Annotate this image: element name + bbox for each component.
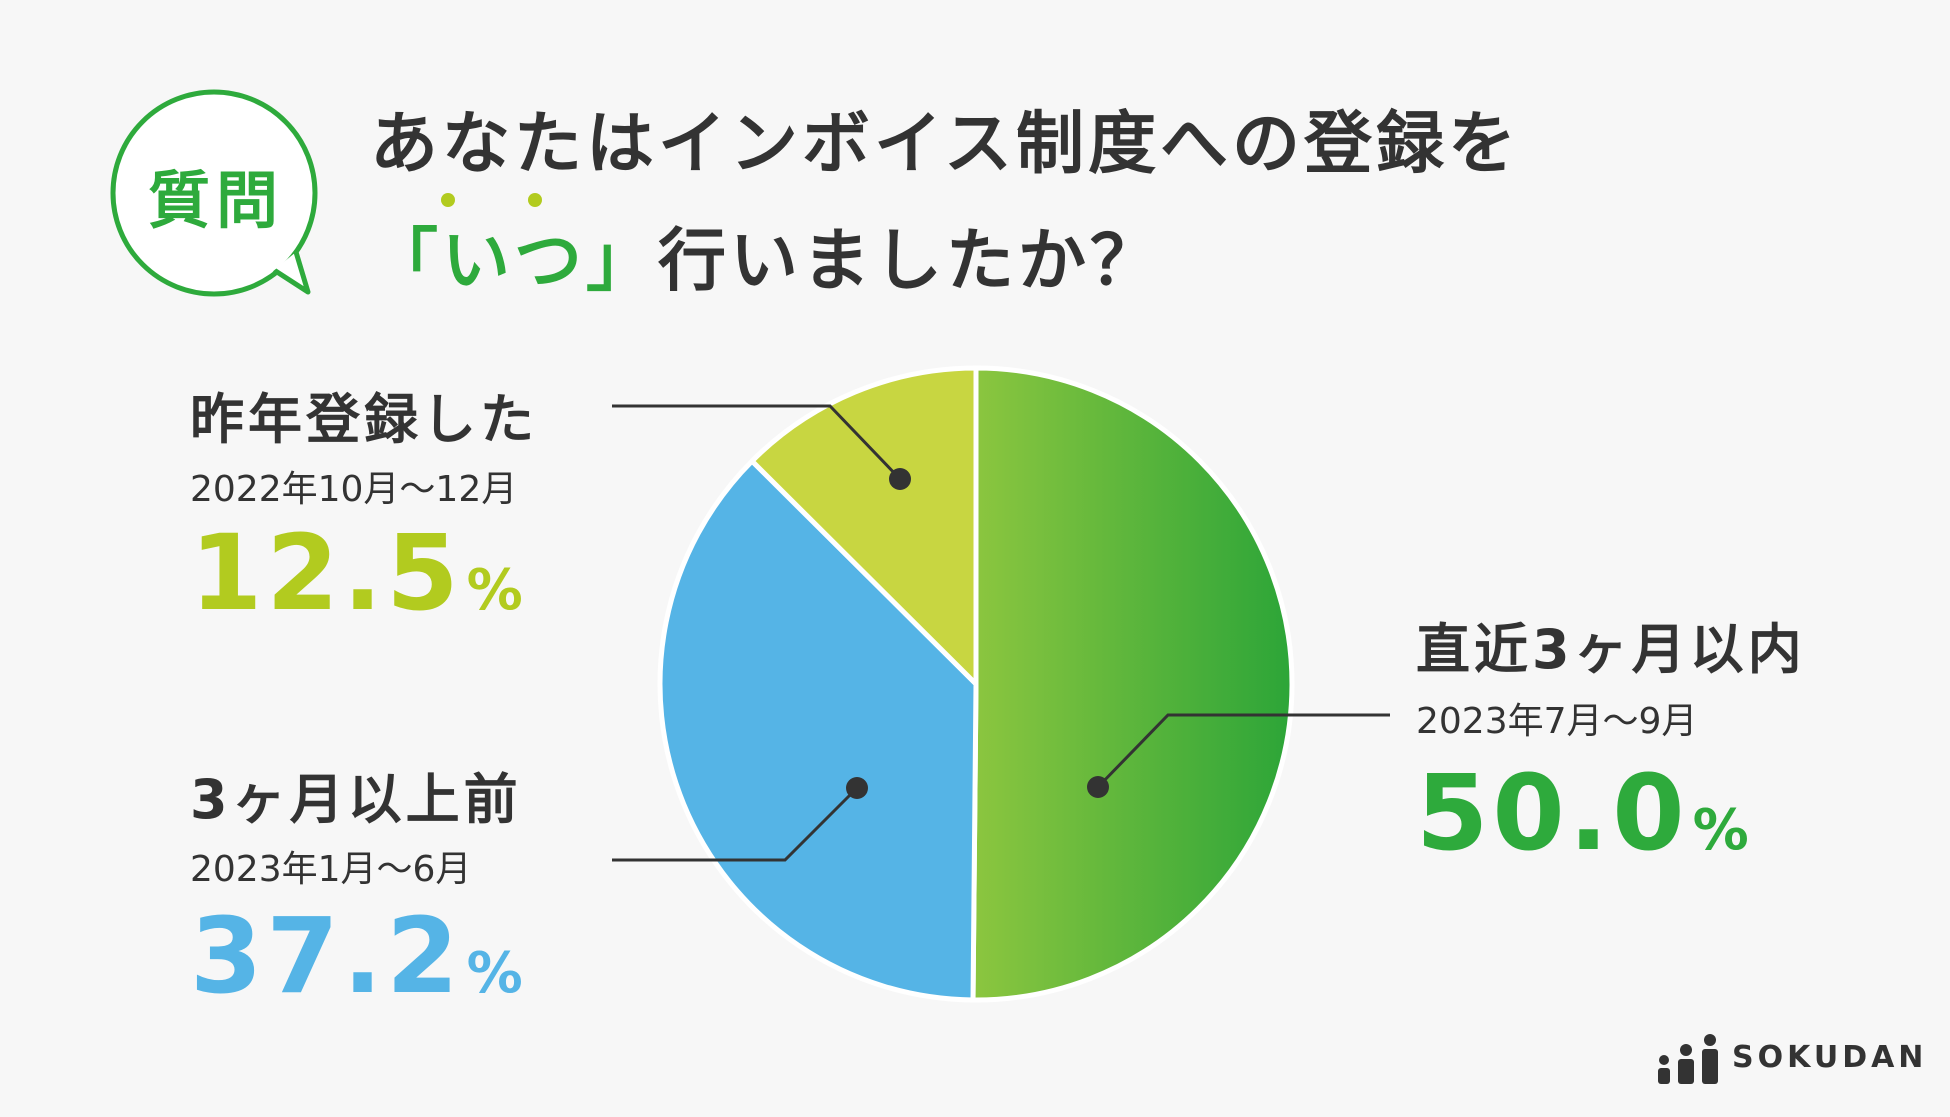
question-badge: 質問 [147, 164, 284, 237]
slice-unit-recent: % [1692, 798, 1753, 863]
leader-dot [1087, 776, 1109, 798]
slice-value-last-year: 12.5 [190, 512, 463, 634]
leader-line-last-year [612, 404, 902, 481]
leader-line-recent [1096, 713, 1390, 789]
slice-range-recent: 2023年7月〜9月 [1416, 701, 1698, 742]
slice-range-earlier: 2023年1月〜6月 [190, 849, 472, 890]
pie-slice-earlier [657, 458, 979, 1003]
brand-name: SOKUDAN [1732, 1040, 1928, 1075]
slice-value-recent: 50.0 [1416, 752, 1689, 874]
slice-label-recent: 直近3ヶ月以内 [1416, 618, 1806, 681]
page-title-line1: あなたはインボイス制度への登録を [370, 105, 1520, 184]
pie-slice-last-year [749, 365, 979, 687]
slice-label-last-year: 昨年登録した [190, 388, 538, 451]
slice-percent-recent: 50.0% [1416, 752, 1753, 874]
slice-percent-last-year: 12.5% [190, 512, 527, 634]
page-title-line2: 「いつ」行いましたか？ [370, 205, 1162, 304]
leader-dot [889, 468, 911, 490]
title-bracket-close: 」 [586, 222, 659, 301]
leader-dot [846, 777, 868, 799]
pie-slice-recent [970, 365, 1295, 1003]
title-highlight: いつ [442, 222, 587, 301]
title-bracket-open: 「 [370, 222, 443, 301]
leader-line-earlier [612, 786, 859, 862]
slice-unit-earlier: % [466, 941, 527, 1006]
sokudan-logo-icon [1658, 1034, 1718, 1084]
title-rest: 行いましたか？ [658, 222, 1163, 301]
slice-value-earlier: 37.2 [190, 895, 463, 1017]
emphasis-dots-icon [441, 193, 542, 207]
slice-unit-last-year: % [466, 558, 527, 623]
slice-percent-earlier: 37.2% [190, 895, 527, 1017]
slice-label-earlier: 3ヶ月以上前 [190, 768, 522, 831]
question-bubble-icon [110, 89, 318, 297]
slice-range-last-year: 2022年10月〜12月 [190, 469, 518, 510]
